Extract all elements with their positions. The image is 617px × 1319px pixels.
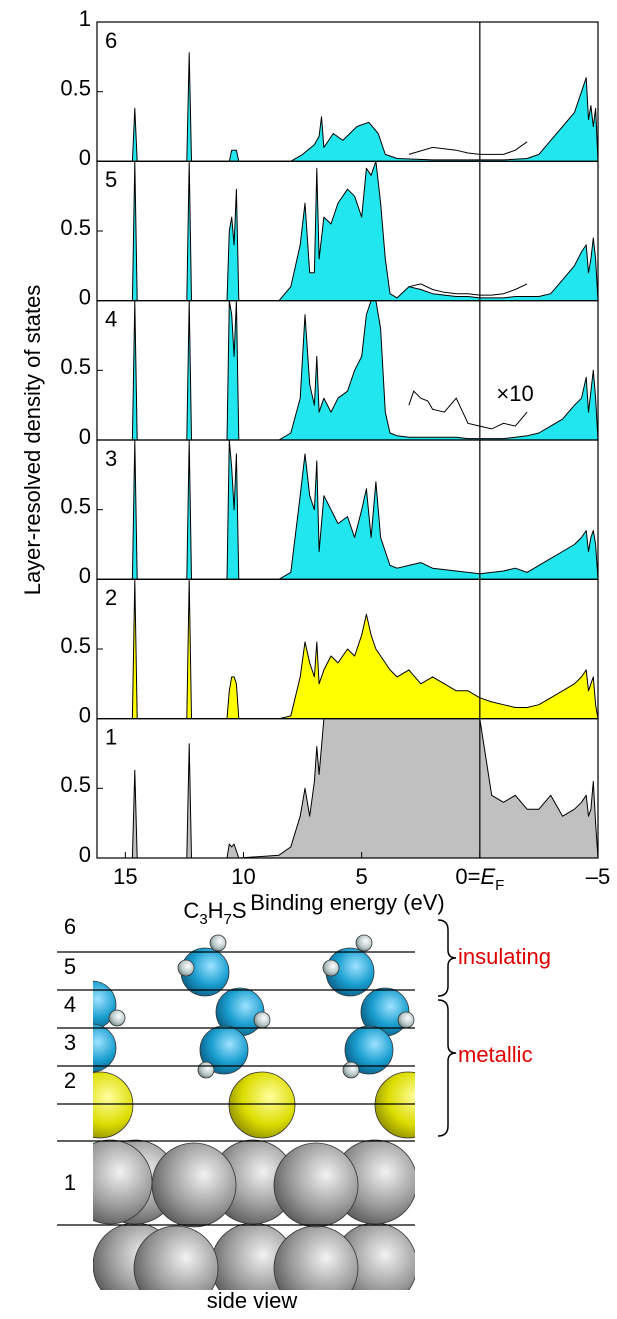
layer-label: 2 — [64, 1068, 76, 1093]
dos-area — [97, 440, 598, 580]
molecule-label: C3H7S — [183, 898, 246, 929]
panel-label: 2 — [105, 585, 117, 610]
panel-label: 6 — [105, 28, 117, 53]
layer-lines — [57, 951, 415, 1226]
panel-label: 1 — [105, 724, 117, 749]
y-tick-label: 0.5 — [60, 493, 91, 518]
layer-label: 3 — [64, 1030, 76, 1055]
y-tick-label: 0 — [79, 702, 91, 727]
structure-diagram: 6 5 4 3 2 1 C3H7S insulating metallic si… — [57, 898, 551, 1313]
y-tick-label: 0 — [79, 424, 91, 449]
region-label: insulating — [458, 944, 551, 969]
x-tick-label: 0=EF — [455, 864, 504, 895]
layer-label: 6 — [64, 914, 76, 939]
dos-area — [97, 718, 598, 859]
bracket — [437, 919, 457, 1137]
y-tick-label: 0 — [79, 563, 91, 588]
panel-label: 4 — [105, 306, 117, 331]
caption: side view — [207, 1288, 298, 1313]
y-tick-label: 0.5 — [60, 772, 91, 797]
annotation: ×10 — [496, 381, 533, 406]
x-tick-label: –5 — [586, 864, 610, 889]
panel-label: 5 — [105, 167, 117, 192]
panel-label: 3 — [105, 446, 117, 471]
layer-label: 5 — [64, 954, 76, 979]
layer-label: 4 — [64, 992, 76, 1017]
region-label: metallic — [458, 1042, 533, 1067]
atoms — [93, 934, 415, 1290]
y-axis-label: Layer-resolved density of states — [20, 285, 45, 596]
y-tick-label: 0.5 — [60, 215, 91, 240]
x-tick-label: 10 — [231, 864, 255, 889]
y-tick-label: 0 — [79, 145, 91, 170]
y-tick-label: 0.5 — [60, 75, 91, 100]
inset-line — [408, 390, 528, 430]
x-axis-label: Binding energy (eV) — [250, 890, 444, 915]
y-tick-label: 1 — [79, 6, 91, 31]
dos-area — [97, 579, 598, 719]
layer-label: 1 — [64, 1170, 76, 1195]
inset-line — [408, 283, 528, 296]
y-tick-label: 0 — [79, 284, 91, 309]
x-tick-label: 15 — [113, 864, 137, 889]
y-tick-label: 0.5 — [60, 633, 91, 658]
dos-area — [97, 161, 598, 301]
x-tick-label: 5 — [356, 864, 368, 889]
y-tick-label: 0.5 — [60, 354, 91, 379]
dos-area — [97, 300, 598, 440]
y-tick-label: 0 — [79, 842, 91, 867]
inset-line — [408, 141, 528, 155]
